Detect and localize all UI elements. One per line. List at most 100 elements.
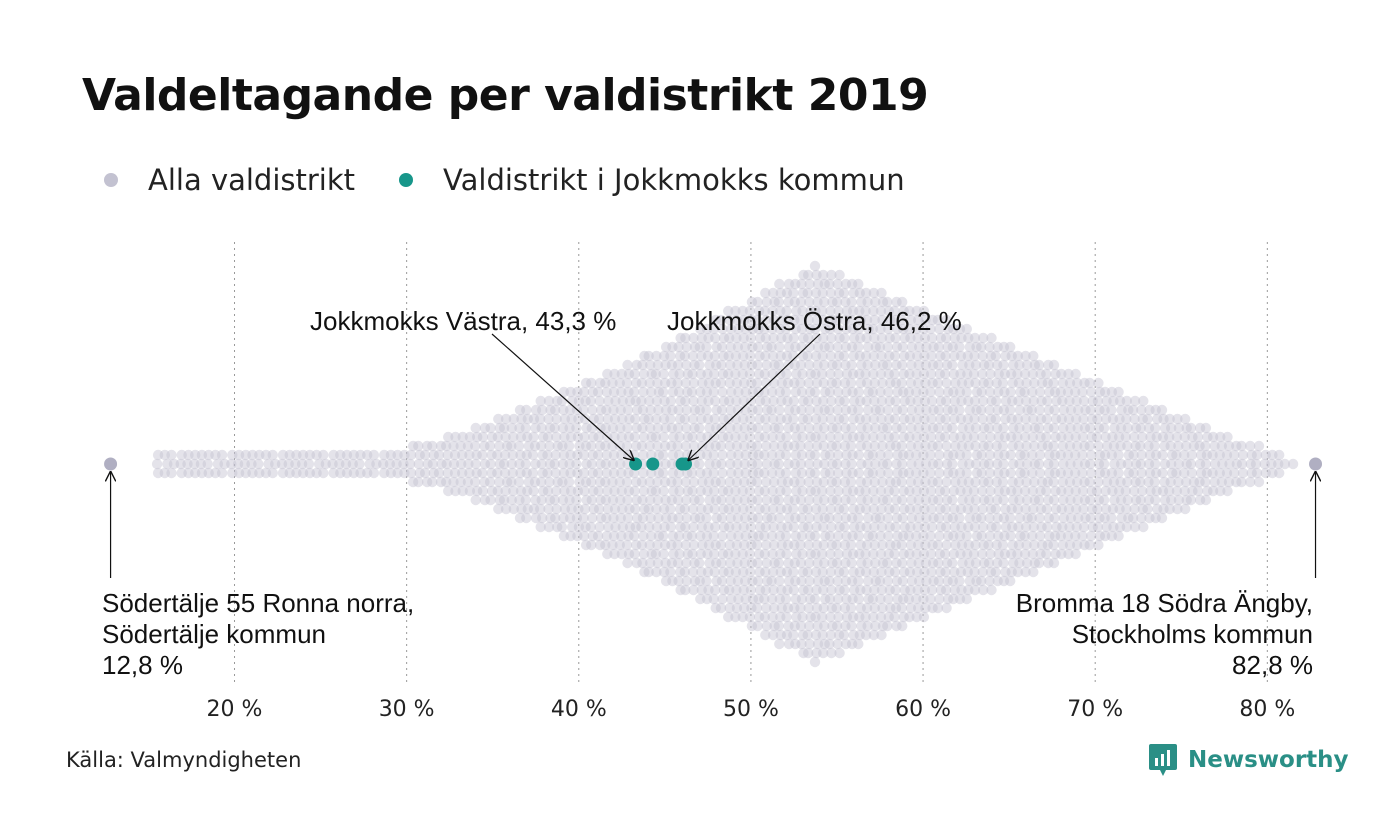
district-point (166, 449, 177, 461)
district-point (802, 503, 813, 515)
district-point (832, 449, 844, 461)
district-point (796, 638, 807, 650)
district-point (759, 593, 770, 605)
district-point (912, 350, 923, 362)
district-point (1222, 485, 1233, 497)
district-point (499, 467, 511, 479)
district-point (1051, 521, 1062, 533)
district-point (587, 530, 598, 542)
district-point (795, 359, 807, 371)
district-point (759, 323, 770, 335)
district-point (746, 314, 757, 326)
district-point (797, 305, 808, 317)
district-point (884, 413, 895, 425)
district-point (441, 458, 452, 470)
district-point (608, 530, 620, 542)
district-point (304, 467, 316, 479)
district-point (773, 458, 784, 470)
district-point (977, 431, 988, 443)
district-point (890, 521, 901, 533)
district-point (629, 485, 640, 497)
district-point (875, 467, 886, 479)
district-point (672, 440, 683, 452)
district-point (1048, 458, 1060, 470)
district-point (717, 449, 728, 461)
district-point (789, 296, 800, 308)
district-point (820, 467, 831, 479)
district-point (709, 368, 720, 380)
district-point (977, 548, 988, 560)
district-point (891, 458, 902, 470)
district-point (998, 557, 1009, 569)
district-point (660, 575, 672, 587)
district-point (855, 440, 866, 452)
district-point (889, 350, 901, 362)
district-point (906, 494, 917, 506)
district-point (701, 575, 712, 587)
district-point (803, 584, 814, 596)
district-point (1027, 548, 1039, 560)
district-point (890, 584, 901, 596)
district-point (708, 593, 719, 605)
district-point (1187, 485, 1198, 497)
district-point (963, 476, 974, 488)
district-point (768, 539, 780, 551)
district-point (941, 440, 952, 452)
district-point (571, 494, 582, 506)
district-point (1202, 431, 1213, 443)
district-point (955, 368, 966, 380)
district-point (768, 584, 779, 596)
district-point (889, 431, 900, 443)
district-point (827, 458, 838, 470)
district-point (716, 557, 727, 569)
district-point (536, 440, 547, 452)
district-point (947, 458, 958, 470)
district-point (949, 566, 960, 578)
district-point (616, 485, 627, 497)
district-point (715, 602, 727, 614)
district-point (297, 467, 309, 479)
district-point (726, 467, 737, 479)
district-point (537, 449, 548, 461)
district-point (882, 557, 893, 569)
district-point (860, 350, 872, 362)
district-point (595, 494, 606, 506)
district-point (1092, 395, 1104, 407)
district-point (709, 485, 720, 497)
district-point (494, 422, 505, 434)
district-point (940, 350, 951, 362)
district-point (833, 503, 845, 515)
district-point (1157, 431, 1169, 443)
district-point (971, 449, 983, 461)
district-point (883, 467, 894, 479)
district-point (831, 377, 842, 389)
legend-label-jokkmokk: Valdistrikt i Jokkmokks kommun (443, 163, 905, 197)
district-point (862, 494, 873, 506)
district-point (1142, 503, 1153, 515)
district-point (1043, 359, 1054, 371)
district-point (825, 611, 836, 623)
district-point (717, 323, 728, 335)
district-point (1028, 566, 1039, 578)
district-point (644, 440, 655, 452)
district-point (650, 368, 662, 380)
district-point (1223, 440, 1235, 452)
district-point (658, 566, 670, 578)
district-point (731, 377, 743, 389)
district-point (297, 449, 309, 461)
district-point (891, 575, 903, 587)
district-point (1274, 449, 1285, 461)
district-point (737, 368, 748, 380)
district-point (653, 404, 664, 416)
district-point (855, 602, 866, 614)
district-point (660, 458, 671, 470)
district-point (876, 395, 888, 407)
district-point (1156, 404, 1168, 416)
district-point (1049, 530, 1061, 542)
district-point (964, 404, 975, 416)
district-point (831, 440, 842, 452)
district-point (1070, 449, 1081, 461)
district-point (733, 467, 744, 479)
district-point (629, 431, 640, 443)
district-point (479, 476, 490, 488)
